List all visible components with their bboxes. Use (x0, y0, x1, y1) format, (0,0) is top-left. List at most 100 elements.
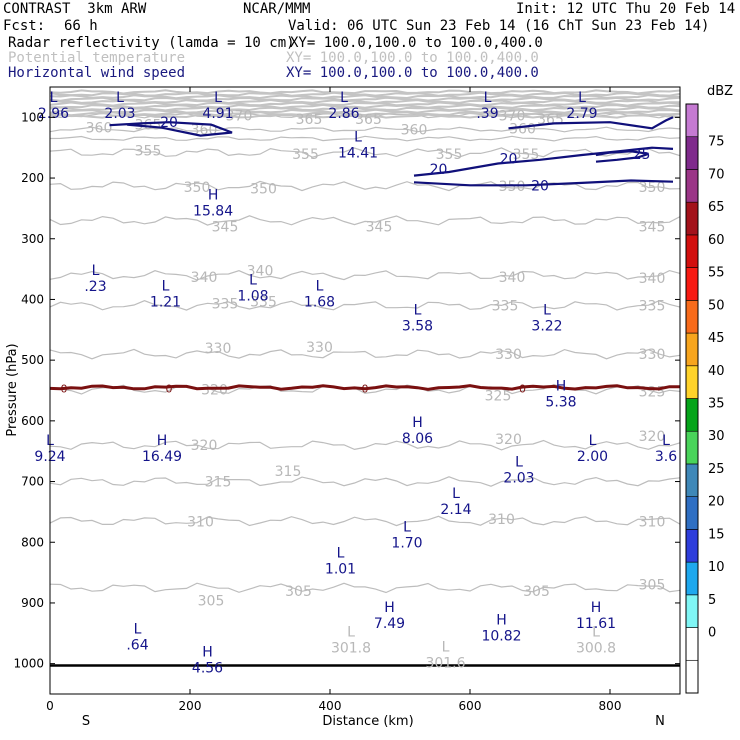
x-tick-label: 400 (319, 699, 342, 713)
high-marker: H (202, 644, 213, 660)
extremum-value: 3.22 (531, 319, 562, 335)
theta-contour-label: 310 (187, 515, 214, 531)
low-marker: L (134, 621, 142, 637)
field-reflectivity-xy: XY= 100.0,100.0 to 100.0,400.0 (290, 35, 543, 51)
wind-speed-contours: 20 20 20 20 25 (109, 115, 674, 194)
theta-contour-label: 330 (495, 347, 522, 363)
wind-speed-contour-line (413, 179, 674, 187)
low-marker: L (414, 303, 422, 319)
colorbar-tick-label: 25 (708, 462, 725, 477)
y-tick-label: 200 (21, 171, 44, 185)
extremum-value: 7.49 (374, 616, 405, 632)
high-marker: H (157, 433, 168, 449)
theta-contour-label: 340 (499, 270, 526, 286)
theta-contour-label: 350 (499, 179, 526, 195)
colorbar-tick-label: 30 (708, 429, 725, 444)
theta-contour-label: 345 (366, 220, 393, 236)
colorbar-tick-label: 20 (708, 495, 725, 510)
theta-contour-line (49, 135, 681, 142)
theta-contour-line (49, 269, 681, 281)
low-marker: L (442, 640, 450, 656)
extremum-value: .23 (84, 279, 106, 295)
extremum-value: 2.00 (577, 449, 608, 465)
theta-contour-line (49, 215, 681, 226)
header-fcst-value: 66 h (64, 18, 98, 34)
extremum-value: 1.21 (150, 294, 181, 310)
colorbar-tick-label: 70 (708, 167, 725, 182)
extremum-value: 5.38 (545, 395, 576, 411)
extremum-value: 1.68 (304, 294, 335, 310)
low-marker: L (662, 433, 670, 449)
theta-contour-label: 340 (639, 271, 666, 287)
extremum-value: 16.49 (142, 449, 182, 465)
wind-speed-contour-line (508, 116, 674, 130)
theta-contour-label: 320 (639, 429, 666, 445)
theta-contour-label: 360 (509, 121, 536, 137)
theta-contour-line (49, 515, 681, 527)
theta-contour-label: 305 (639, 578, 666, 594)
extremum-value: 2.79 (566, 106, 597, 122)
low-marker: L (316, 278, 324, 294)
theta-contour-label: 360 (86, 121, 113, 137)
low-marker: L (578, 90, 586, 106)
extremum-value: 1.70 (391, 535, 422, 551)
extremum-value: 1.08 (237, 288, 268, 304)
colorbar-swatch (685, 234, 699, 268)
reflectivity-contour: 0 0 0 0 (49, 382, 681, 667)
low-marker: L (543, 303, 551, 319)
colorbar-tick-label: 55 (708, 266, 725, 281)
theta-contour-label: 330 (306, 340, 333, 356)
y-tick-label: 800 (21, 535, 44, 549)
theta-contour-line (49, 94, 681, 100)
low-marker: L (592, 624, 600, 640)
extremum-value: 300.8 (576, 640, 616, 656)
theta-contour-label: 355 (135, 144, 162, 160)
colorbar-swatch (685, 463, 699, 497)
colorbar-tick-label: 5 (708, 593, 716, 608)
wind-speed-label: 20 (500, 152, 518, 168)
header-init: Init: 12 UTC Thu 20 Feb 14 (516, 1, 736, 17)
extremum-value: .64 (126, 637, 148, 653)
theta-contour-label: 370 (226, 109, 253, 125)
theta-contour-label: 365 (296, 112, 323, 128)
extremum-value: 2.96 (38, 106, 69, 122)
extremum-value: 2.14 (440, 502, 471, 518)
theta-contour-line (49, 300, 681, 311)
colorbar-swatch (685, 430, 699, 465)
wind-speed-label: 25 (633, 147, 651, 163)
high-marker: H (591, 600, 602, 616)
theta-contour-line (49, 108, 681, 114)
plot-border (49, 86, 681, 695)
low-marker: L (92, 263, 100, 279)
extremum-value: 4.91 (202, 106, 233, 122)
header-fcst-label: Fcst: (3, 18, 46, 34)
low-marker: L (354, 130, 362, 146)
theta-contour-label: 355 (292, 147, 319, 163)
theta-contour-label: 360 (401, 122, 428, 138)
reflectivity-contour-label: 0 (519, 382, 526, 395)
wind-speed-label: 20 (160, 115, 178, 131)
low-marker: L (403, 519, 411, 535)
wind-speed-contour-line (413, 146, 674, 177)
theta-contour-label: 335 (250, 294, 277, 310)
theta-contour-label: 310 (639, 515, 666, 531)
colorbar-tick-label: 0 (708, 626, 716, 641)
extremum-value: 4.56 (192, 660, 223, 676)
y-tick-label: 600 (21, 414, 44, 428)
colorbar-swatch (685, 496, 699, 530)
theta-contour-label: 320 (191, 438, 218, 454)
colorbar-tick-label: 40 (708, 364, 725, 379)
header-center: NCAR/MMM (243, 1, 311, 17)
y-tick-label: 500 (21, 353, 44, 367)
colorbar-tick-label: 10 (708, 560, 725, 575)
high-marker: H (384, 600, 395, 616)
colorbar-swatch (685, 332, 699, 367)
high-marker: H (412, 415, 423, 431)
extremum-value: 15.84 (193, 203, 233, 219)
low-marker: L (162, 278, 170, 294)
low-marker: L (515, 454, 523, 470)
high-marker: H (496, 612, 507, 628)
low-marker: L (340, 90, 348, 106)
theta-contour-label: 315 (205, 475, 232, 491)
